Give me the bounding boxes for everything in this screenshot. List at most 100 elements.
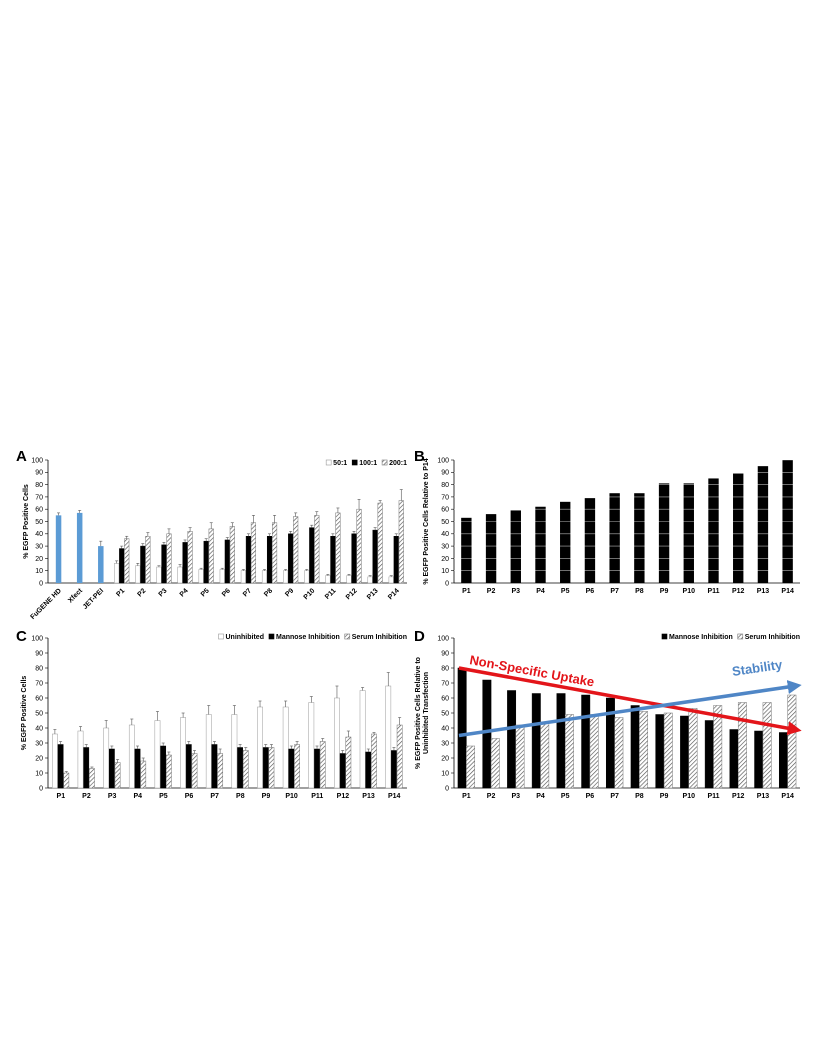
- d-bar-0-11: [729, 729, 739, 789]
- c-bar-2-9: [294, 744, 300, 789]
- b-ytick-label-8: 80: [441, 482, 449, 489]
- a-bar-2-6: [250, 522, 257, 584]
- c-bar-0-1: [77, 730, 84, 789]
- d-bar-1-11: [737, 702, 747, 789]
- d-legend-label-1: Serum Inhibition: [745, 634, 800, 641]
- a-error-2-7: [273, 515, 277, 523]
- c-ytick-label-0: 0: [39, 785, 43, 792]
- c-bar-2-0: [63, 772, 70, 789]
- d-bar-1-7: [639, 711, 649, 789]
- c-bar-0-9: [282, 706, 289, 789]
- a-ytick-label-6: 60: [35, 507, 43, 514]
- d-bar-0-5: [581, 694, 591, 789]
- a-error-1-6: [246, 533, 250, 537]
- c-xtick-label-9: P10: [285, 793, 298, 800]
- a-ref-xtick-label-1: Xfect: [67, 587, 85, 605]
- d-legend-label-0: Mannose Inhibition: [669, 634, 733, 641]
- d-bar-0-4: [556, 693, 566, 789]
- c-ytick-label-6: 60: [35, 695, 43, 702]
- b-ytick-label-9: 90: [441, 470, 449, 477]
- panel-c: C 0 10 20 30 40 50 60 70 80 90 100 % EGFP Positive …: [14, 628, 410, 808]
- c-error-2-7: [244, 747, 248, 751]
- a-error-1-2: [162, 542, 166, 545]
- c-legend-swatch-1: [268, 633, 275, 640]
- d-bar-0-0: [457, 667, 467, 789]
- a-bar-1-2: [161, 544, 167, 584]
- a-bar-1-11: [351, 533, 357, 584]
- a-ref-xtick-label-0: FuGENE HD: [29, 587, 63, 621]
- a-ytick-label-9: 90: [35, 470, 43, 477]
- c-bar-1-10: [314, 748, 320, 789]
- c-error-2-9: [295, 741, 299, 745]
- b-ytick-label-1: 10: [441, 568, 449, 575]
- c-xtick-label-5: P6: [185, 793, 194, 800]
- b-xtick-label-8: P9: [660, 588, 669, 595]
- a-error-1-1: [141, 543, 145, 547]
- a-bar-1-10: [330, 536, 336, 584]
- d-xtick-label-12: P13: [757, 793, 770, 800]
- a-bar-0-11: [346, 575, 352, 584]
- c-error-2-13: [398, 717, 402, 725]
- chart-c: 0 10 20 30 40 50 60 70 80 90 100 % EGFP Positive Ce…: [21, 633, 407, 800]
- d-bar-1-6: [614, 717, 624, 789]
- a-error-0-8: [284, 569, 288, 571]
- c-xtick-label-12: P13: [362, 793, 375, 800]
- a-ytick-label-7: 70: [35, 494, 43, 501]
- chart-a: 0 10 20 30 40 50 60 70 80 90 100 % EGFP Positive Ce…: [23, 457, 407, 621]
- c-bar-2-8: [268, 747, 275, 789]
- a-error-2-1: [146, 532, 150, 537]
- a-reference-error-1: [78, 510, 82, 513]
- b-xtick-label-1: P2: [487, 588, 496, 595]
- b-ytick-label-10: 100: [437, 457, 449, 464]
- a-legend-label-2: 200:1: [389, 460, 407, 467]
- a-bar-2-11: [356, 508, 362, 584]
- d-trend-label-1: Stability: [731, 657, 784, 679]
- a-ytick-label-5: 50: [35, 519, 43, 526]
- c-bar-0-0: [52, 733, 58, 789]
- c-error-2-6: [218, 748, 222, 754]
- a-error-1-8: [289, 531, 293, 534]
- a-error-1-13: [394, 533, 398, 537]
- c-error-1-1: [84, 744, 88, 748]
- c-error-0-5: [181, 712, 185, 718]
- d-xtick-label-0: P1: [462, 793, 471, 800]
- a-bar-1-8: [288, 533, 294, 584]
- a-xtick-label-5: P6: [221, 587, 232, 598]
- panel-b-letter: B: [414, 448, 425, 465]
- c-xtick-label-0: P1: [57, 793, 66, 800]
- a-error-0-5: [220, 567, 224, 570]
- d-bar-0-8: [655, 714, 665, 789]
- d-xtick-label-7: P8: [635, 793, 644, 800]
- a-ytick-label-2: 20: [35, 556, 43, 563]
- a-bar-2-5: [229, 526, 235, 584]
- a-ytick-label-4: 40: [35, 531, 43, 538]
- a-bar-1-0: [119, 548, 125, 584]
- d-bar-0-1: [482, 679, 492, 789]
- c-error-2-3: [141, 757, 145, 761]
- c-legend-swatch-0: [218, 633, 224, 640]
- c-error-0-9: [284, 700, 288, 707]
- c-xtick-label-8: P9: [262, 793, 271, 800]
- a-y-axis-label: % EGFP Positive Cells: [23, 484, 30, 559]
- a-xtick-label-13: P14: [387, 587, 401, 601]
- c-bar-2-3: [140, 760, 147, 789]
- c-legend-label-2: Serum Inhibition: [352, 634, 407, 641]
- c-xtick-label-3: P4: [133, 793, 142, 800]
- a-error-0-9: [305, 569, 309, 571]
- c-bar-2-5: [191, 753, 198, 789]
- a-bar-1-7: [266, 536, 273, 584]
- a-bar-1-6: [245, 536, 251, 584]
- a-error-1-0: [120, 545, 124, 549]
- a-error-2-4: [209, 522, 213, 529]
- d-xtick-label-2: P3: [512, 793, 521, 800]
- d-bar-0-12: [754, 730, 764, 789]
- panel-d-letter: D: [414, 628, 425, 645]
- a-legend-swatch-0: [325, 459, 332, 466]
- d-bar-1-1: [490, 738, 500, 789]
- a-bar-1-3: [182, 542, 188, 584]
- a-bar-0-4: [198, 569, 204, 584]
- c-ytick-label-9: 90: [35, 650, 43, 657]
- a-error-0-2: [157, 565, 161, 568]
- c-error-2-12: [372, 732, 376, 734]
- a-error-0-12: [368, 575, 372, 577]
